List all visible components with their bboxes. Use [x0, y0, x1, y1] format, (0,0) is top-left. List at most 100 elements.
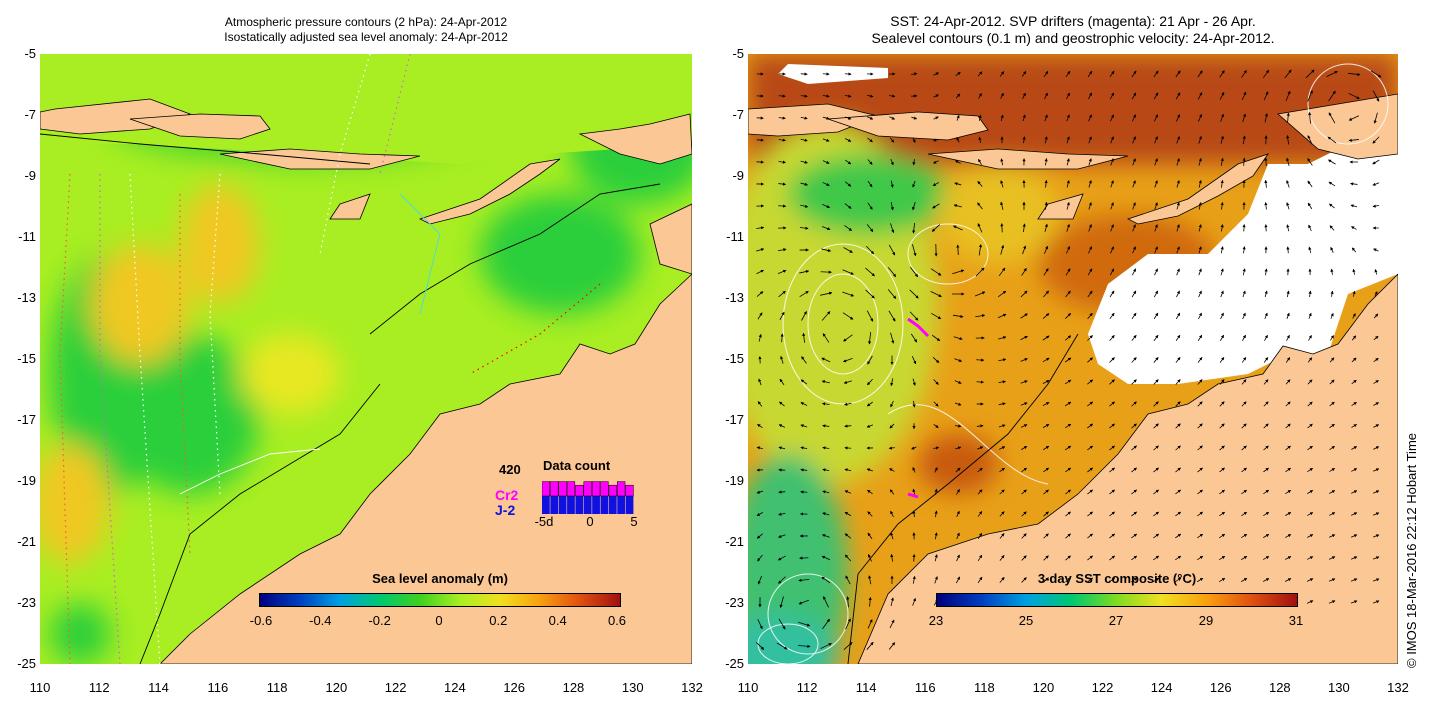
velocity-arrow [999, 554, 1005, 561]
datacount-bar-cr2 [591, 481, 601, 497]
velocity-arrow [911, 72, 918, 76]
velocity-arrow [978, 243, 983, 256]
velocity-arrow [1110, 180, 1114, 188]
velocity-arrow [778, 446, 786, 450]
datacount-bar-j2 [575, 496, 584, 514]
velocity-arrow [955, 467, 961, 473]
velocity-arrow [1198, 157, 1202, 166]
velocity-arrow [820, 270, 832, 274]
velocity-arrow [998, 380, 1006, 384]
velocity-arrow [1153, 511, 1160, 517]
x-tick-label: 112 [88, 680, 110, 695]
datacount-xtick: -5d [534, 514, 554, 529]
velocity-arrow [1285, 401, 1291, 407]
velocity-arrow [1326, 71, 1338, 77]
velocity-arrow [1286, 202, 1290, 210]
velocity-arrow [1131, 401, 1137, 407]
velocity-arrow [778, 576, 786, 584]
velocity-arrow [1109, 489, 1116, 495]
velocity-arrow [1109, 357, 1115, 363]
velocity-arrow [1197, 379, 1203, 385]
datacount-bar-j2 [600, 496, 609, 514]
colorbar-tick-label: -0.2 [368, 613, 391, 628]
velocity-arrow [1285, 445, 1291, 451]
velocity-arrow [1131, 555, 1138, 561]
velocity-arrow [1328, 159, 1336, 165]
y-tick-label: -15 [725, 351, 744, 366]
velocity-arrow [1307, 158, 1313, 166]
velocity-arrow [866, 424, 874, 428]
velocity-arrow [1242, 157, 1246, 166]
velocity-arrow [912, 467, 916, 473]
velocity-arrow [1087, 555, 1094, 561]
velocity-arrow [1307, 89, 1313, 102]
velocity-arrow [1285, 357, 1291, 363]
velocity-arrow [1351, 357, 1357, 363]
velocity-arrow [933, 138, 939, 142]
velocity-arrow [1373, 313, 1379, 319]
velocity-arrow [1175, 555, 1182, 561]
velocity-arrow [1109, 379, 1115, 385]
velocity-arrow [800, 379, 808, 385]
velocity-arrow [933, 424, 939, 428]
velocity-arrow [822, 160, 830, 164]
velocity-arrow [822, 204, 831, 208]
velocity-arrow [1372, 90, 1380, 102]
sst-map[interactable] [748, 54, 1398, 664]
velocity-arrow [1132, 246, 1136, 254]
velocity-arrow [868, 554, 872, 562]
velocity-arrow [1065, 467, 1072, 473]
velocity-arrow [889, 468, 895, 472]
velocity-arrow [845, 618, 851, 630]
velocity-arrow [977, 554, 983, 562]
velocity-arrow [1088, 114, 1092, 122]
velocity-arrow [1153, 445, 1159, 451]
datacount-bar-j2 [617, 496, 626, 514]
velocity-arrow [1021, 555, 1027, 561]
velocity-arrow [998, 424, 1006, 428]
left-title-line1: Atmospheric pressure contours (2 hPa): 2… [224, 15, 508, 29]
velocity-arrow [889, 619, 895, 629]
velocity-arrow [866, 224, 874, 233]
velocity-arrow [842, 291, 855, 297]
velocity-arrow [1176, 290, 1180, 298]
x-tick-label: 120 [1032, 680, 1055, 695]
colorbar-tick-label: 31 [1288, 613, 1304, 628]
velocity-arrow [1197, 356, 1203, 363]
velocity-arrow [820, 643, 832, 649]
velocity-arrow [1154, 158, 1158, 166]
velocity-arrow [757, 401, 763, 407]
sla-colorbar-label: Sea level anomaly (m) [372, 571, 508, 586]
velocity-arrow [977, 576, 983, 584]
velocity-arrow [1373, 358, 1379, 362]
y-tick-label: -23 [725, 595, 744, 610]
velocity-arrow [934, 554, 938, 562]
velocity-arrow [1109, 334, 1115, 341]
velocity-arrow [1131, 357, 1137, 363]
velocity-arrow [865, 289, 875, 299]
velocity-arrow [799, 290, 809, 298]
velocity-arrow [1351, 490, 1358, 494]
datacount-bar-j2 [558, 496, 567, 514]
velocity-arrow [912, 597, 916, 606]
velocity-arrow [867, 619, 873, 629]
velocity-arrow [1350, 578, 1358, 582]
sla-land [40, 54, 692, 664]
velocity-arrow [1065, 555, 1071, 561]
velocity-arrow [1175, 423, 1181, 429]
y-tick-label: -23 [17, 595, 36, 610]
velocity-arrow [1263, 401, 1269, 407]
velocity-arrow [868, 596, 872, 607]
x-tick-label: 130 [621, 680, 644, 695]
velocity-arrow [1370, 70, 1382, 78]
velocity-arrow [1372, 600, 1380, 604]
velocity-arrow [1109, 312, 1115, 320]
velocity-arrow [1328, 181, 1336, 187]
velocity-arrow [1351, 379, 1357, 385]
velocity-arrow [1264, 179, 1268, 188]
sla-map[interactable] [40, 54, 692, 664]
x-tick-label: 122 [1091, 680, 1114, 695]
y-tick-label: -25 [725, 656, 744, 671]
velocity-arrow [934, 467, 938, 473]
velocity-arrow [933, 446, 940, 450]
